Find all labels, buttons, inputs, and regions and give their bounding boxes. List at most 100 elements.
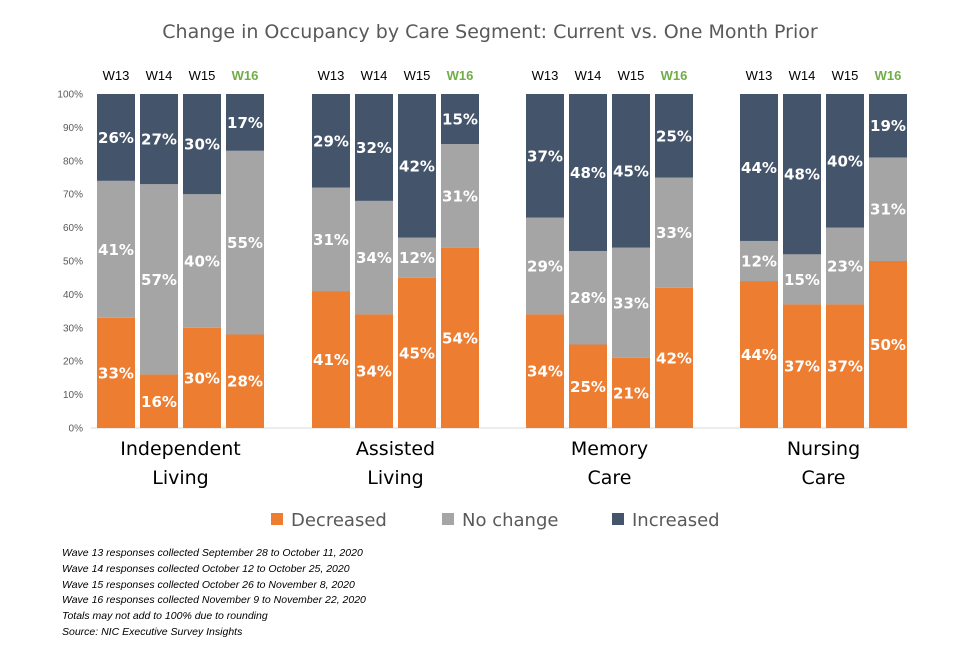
y-tick-label: 60% [63, 223, 83, 234]
bar-segment-decreased [826, 304, 864, 428]
y-tick-label: 20% [63, 357, 83, 368]
bar-segment-increased [97, 94, 135, 181]
bar-segment-no-change [226, 150, 264, 335]
y-axis: 0% 10% 20% 30% 40% 50% 60% 70% 80% 90% 100% [57, 90, 83, 435]
category-label: Memory [571, 438, 648, 460]
bar-segment-increased [183, 94, 221, 195]
data-label: 37% [827, 358, 863, 376]
bar-segment-no-change [740, 240, 778, 282]
data-label: 48% [784, 166, 820, 184]
data-label: 12% [741, 253, 777, 271]
category-label: Living [367, 467, 424, 489]
data-label: 17% [227, 114, 263, 132]
footnote-source: Source: NIC Executive Survey Insights [62, 625, 243, 638]
y-tick-label: 0% [69, 424, 84, 435]
wave-label: W13 [746, 68, 773, 83]
wave-label: W15 [189, 68, 216, 83]
y-tick-label: 80% [63, 156, 83, 167]
data-label: 55% [227, 234, 263, 252]
y-tick-label: 50% [63, 257, 83, 268]
bar-segment-increased [526, 94, 564, 218]
bar-segment-no-change [441, 144, 479, 248]
category-label: Living [152, 467, 209, 489]
data-label: 28% [227, 373, 263, 391]
data-label: 26% [98, 129, 134, 147]
wave-label: W15 [618, 68, 645, 83]
data-label: 25% [656, 127, 692, 145]
category-label: Independent [120, 438, 240, 460]
bar-segment-no-change [355, 200, 393, 315]
data-label: 31% [442, 187, 478, 205]
y-tick-label: 70% [63, 190, 83, 201]
data-label: 50% [870, 336, 906, 354]
footnote-wave-13: Wave 13 responses collected September 28… [62, 547, 363, 559]
data-label: 34% [527, 363, 563, 381]
data-label: 31% [870, 201, 906, 219]
bar-segment-decreased [526, 314, 564, 428]
data-label: 29% [527, 258, 563, 276]
wave-label: W16 [661, 68, 688, 83]
bar-segment-increased [655, 94, 693, 178]
bar-segment-no-change [183, 194, 221, 328]
bar-group: W13 41% 31% 29% W14 34% 34% 32% W15 45% 12% 42% W16 5… [312, 68, 479, 489]
wave-label: W16 [447, 68, 474, 83]
wave-label: W16 [875, 68, 902, 83]
y-tick-label: 10% [63, 390, 83, 401]
wave-label: W14 [361, 68, 388, 83]
data-label: 42% [399, 157, 435, 175]
bar-segment-decreased [655, 287, 693, 428]
data-label: 15% [784, 271, 820, 289]
footnotes: Wave 13 responses collected September 28… [62, 546, 366, 641]
bar-segment-decreased [398, 277, 436, 428]
bar-segment-decreased [441, 247, 479, 428]
wave-label: W14 [575, 68, 602, 83]
bar-groups: W13 33% 41% 26% W14 16% 57% 27% W15 30% 40% 30% W16 2… [97, 68, 907, 489]
data-label: 25% [570, 378, 606, 396]
data-label: 16% [141, 393, 177, 411]
data-label: 41% [98, 241, 134, 259]
data-label: 12% [399, 249, 435, 267]
bar-segment-increased [312, 94, 350, 188]
data-label: 32% [356, 139, 392, 157]
data-label: 33% [98, 364, 134, 382]
bar-group: W13 33% 41% 26% W14 16% 57% 27% W15 30% 40% 30% W16 2… [97, 68, 264, 489]
data-label: 41% [313, 351, 349, 369]
bar-segment-decreased [612, 357, 650, 428]
data-label: 15% [442, 111, 478, 129]
bar-segment-no-change [569, 250, 607, 345]
bar-segment-decreased [226, 334, 264, 428]
legend-label: Increased [632, 510, 720, 531]
bar-segment-increased [740, 94, 778, 241]
bar-segment-increased [441, 94, 479, 145]
data-label: 45% [399, 344, 435, 362]
y-tick-label: 30% [63, 323, 83, 334]
bar-segment-increased [355, 94, 393, 201]
category-label: Care [588, 467, 632, 489]
bar-segment-no-change [526, 217, 564, 315]
footnote-wave-15: Wave 15 responses collected October 26 t… [62, 578, 355, 591]
wave-label: W16 [232, 68, 259, 83]
bar-segment-decreased [569, 344, 607, 428]
data-label: 40% [827, 152, 863, 170]
bar-segment-no-change [312, 187, 350, 292]
bar-segment-increased [869, 94, 907, 158]
data-label: 44% [741, 159, 777, 177]
bar-segment-no-change [612, 247, 650, 358]
wave-label: W15 [832, 68, 859, 83]
bar-segment-no-change [140, 184, 178, 375]
data-label: 34% [356, 249, 392, 267]
legend-swatch-increased [612, 513, 624, 525]
data-label: 31% [313, 231, 349, 249]
data-label: 44% [741, 346, 777, 364]
data-label: 48% [570, 164, 606, 182]
y-tick-label: 100% [57, 90, 83, 101]
bar-segment-decreased [140, 374, 178, 428]
category-label: Care [802, 467, 846, 489]
bar-segment-increased [226, 94, 264, 151]
bar-segment-decreased [97, 317, 135, 428]
bar-segment-increased [398, 94, 436, 238]
footnote-wave-14: Wave 14 responses collected October 12 t… [62, 562, 350, 575]
bar-segment-increased [826, 94, 864, 228]
data-label: 29% [313, 132, 349, 150]
